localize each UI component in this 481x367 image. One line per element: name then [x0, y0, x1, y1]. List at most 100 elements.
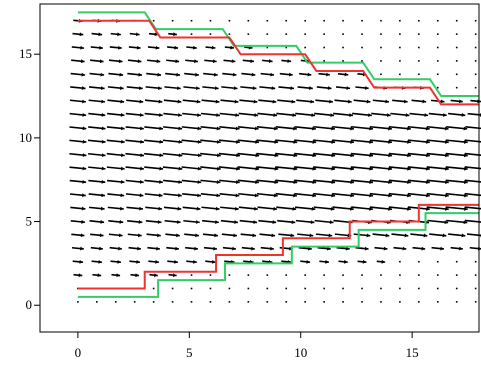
field-arrow	[369, 192, 392, 197]
field-arrowhead	[293, 153, 298, 158]
field-arrowhead	[154, 32, 159, 37]
field-dot	[266, 19, 269, 22]
field-arrowhead	[388, 166, 392, 171]
field-dot	[152, 287, 155, 290]
field-arrowhead	[156, 59, 161, 64]
field-arrowhead	[343, 259, 348, 264]
field-arrow	[464, 166, 481, 170]
field-arrowhead	[424, 113, 429, 117]
field-arrowhead	[366, 233, 371, 238]
field-arrowhead	[459, 246, 463, 251]
field-dot	[399, 46, 401, 49]
field-arrowhead	[194, 246, 198, 251]
field-arrowhead	[234, 220, 238, 224]
field-arrowhead	[254, 113, 259, 117]
field-arrowhead	[137, 59, 142, 64]
field-arrowhead	[331, 153, 336, 158]
field-dot	[342, 46, 344, 49]
field-arrowhead	[274, 140, 279, 144]
field-arrowhead	[118, 59, 123, 64]
field-arrowhead	[215, 206, 220, 211]
field-arrowhead	[101, 193, 105, 198]
field-arrowhead	[101, 126, 106, 131]
field-dot	[247, 19, 250, 22]
field-arrowhead	[100, 86, 105, 91]
field-arrow	[445, 192, 468, 197]
field-arrowhead	[120, 99, 125, 104]
field-arrowhead	[138, 86, 143, 91]
field-arrowhead	[463, 180, 468, 185]
y-tick-label: 10	[19, 130, 32, 145]
field-arrow	[294, 139, 317, 144]
field-arrow	[467, 233, 481, 237]
field-arrow	[313, 139, 336, 144]
field-dot	[361, 301, 363, 303]
field-dot	[418, 60, 420, 62]
field-arrowhead	[214, 233, 218, 238]
field-arrowhead	[331, 140, 336, 144]
field-arrowhead	[98, 32, 103, 37]
field-arrowhead	[293, 140, 298, 144]
field-arrowhead	[197, 139, 202, 144]
field-arrowhead	[350, 166, 355, 171]
field-arrowhead	[235, 180, 240, 184]
field-arrowhead	[173, 32, 177, 37]
field-dot	[266, 33, 269, 35]
field-arrowhead	[136, 45, 141, 50]
field-arrowhead	[293, 180, 298, 185]
field-arrow	[313, 166, 336, 170]
field-dot	[247, 274, 250, 276]
field-dot	[304, 274, 306, 276]
field-dot	[304, 301, 306, 303]
field-arrowhead	[344, 72, 349, 77]
field-arrowhead	[290, 233, 295, 238]
field-arrowhead	[255, 166, 260, 171]
field-arrowhead	[345, 246, 350, 251]
field-arrowhead	[175, 59, 180, 64]
field-arrowhead	[463, 166, 468, 171]
field-arrowhead	[158, 206, 163, 211]
field-arrowhead	[120, 193, 125, 198]
field-arrow	[445, 206, 468, 211]
field-arrowhead	[270, 72, 275, 77]
field-arrowhead	[139, 193, 144, 198]
field-dot	[361, 287, 363, 290]
field-dot	[266, 301, 269, 303]
field-arrowhead	[270, 246, 274, 251]
field-arrow	[275, 139, 298, 144]
field-arrowhead	[82, 166, 87, 171]
field-arrowhead	[407, 207, 411, 211]
field-dot	[380, 287, 382, 290]
field-arrowhead	[99, 59, 104, 64]
field-arrowhead	[326, 72, 330, 77]
field-dot	[190, 33, 193, 35]
field-dot	[342, 287, 344, 290]
field-arrow	[294, 166, 317, 170]
field-dot	[474, 19, 477, 22]
field-arrowhead	[326, 246, 331, 251]
field-dot	[380, 73, 382, 76]
field-dot	[474, 287, 477, 290]
field-arrowhead	[135, 273, 139, 278]
field-dot	[418, 301, 420, 303]
field-arrowhead	[251, 72, 256, 77]
field-dot	[285, 33, 288, 35]
field-arrowhead	[290, 86, 295, 91]
field-arrow	[407, 152, 430, 157]
field-arrowhead	[293, 126, 297, 131]
field-dot	[399, 287, 401, 290]
field-arrowhead	[197, 153, 202, 158]
field-arrow	[313, 179, 336, 184]
field-arrowhead	[214, 86, 219, 91]
field-dot	[455, 60, 458, 62]
field-arrowhead	[197, 193, 201, 198]
field-dot	[455, 46, 458, 49]
field-dot	[361, 60, 363, 62]
field-arrowhead	[155, 259, 159, 264]
field-arrow	[369, 139, 392, 144]
field-arrowhead	[100, 72, 105, 77]
field-arrowhead	[463, 220, 468, 225]
field-arrowhead	[273, 193, 278, 198]
field-arrowhead	[139, 113, 144, 117]
field-dot	[380, 274, 382, 276]
